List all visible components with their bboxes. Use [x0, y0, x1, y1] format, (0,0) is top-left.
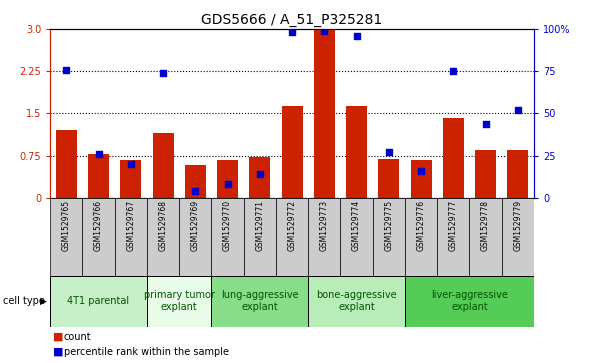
Text: lung-aggressive
explant: lung-aggressive explant	[221, 290, 299, 313]
Text: ▶: ▶	[40, 297, 47, 306]
Text: percentile rank within the sample: percentile rank within the sample	[64, 347, 229, 357]
Text: GSM1529772: GSM1529772	[287, 200, 297, 251]
Point	[384, 149, 394, 155]
Bar	[185, 165, 206, 198]
FancyBboxPatch shape	[50, 276, 534, 327]
FancyBboxPatch shape	[147, 198, 179, 276]
Bar	[281, 106, 303, 198]
Point	[513, 107, 523, 113]
FancyBboxPatch shape	[470, 198, 502, 276]
Title: GDS5666 / A_51_P325281: GDS5666 / A_51_P325281	[201, 13, 383, 26]
Point	[320, 28, 329, 34]
FancyBboxPatch shape	[405, 198, 437, 276]
FancyBboxPatch shape	[114, 198, 147, 276]
Text: GSM1529776: GSM1529776	[417, 200, 425, 251]
FancyBboxPatch shape	[211, 198, 244, 276]
Text: GSM1529774: GSM1529774	[352, 200, 361, 251]
Text: cell type: cell type	[3, 296, 45, 306]
Bar	[346, 106, 367, 198]
Point	[481, 121, 490, 126]
Text: bone-aggressive
explant: bone-aggressive explant	[316, 290, 397, 313]
FancyBboxPatch shape	[50, 198, 83, 276]
Text: GSM1529768: GSM1529768	[159, 200, 168, 251]
Text: GSM1529771: GSM1529771	[255, 200, 264, 251]
FancyBboxPatch shape	[502, 198, 534, 276]
FancyBboxPatch shape	[211, 276, 308, 327]
Point	[94, 151, 103, 157]
Point	[417, 168, 426, 174]
Bar	[56, 130, 77, 198]
Text: liver-aggressive
explant: liver-aggressive explant	[431, 290, 508, 313]
FancyBboxPatch shape	[308, 276, 405, 327]
FancyBboxPatch shape	[50, 276, 147, 327]
Text: GSM1529773: GSM1529773	[320, 200, 329, 251]
FancyBboxPatch shape	[83, 198, 114, 276]
FancyBboxPatch shape	[308, 198, 340, 276]
Text: GSM1529778: GSM1529778	[481, 200, 490, 251]
Text: ■: ■	[53, 332, 64, 342]
Bar	[217, 160, 238, 198]
Text: GSM1529769: GSM1529769	[191, 200, 200, 251]
Point	[448, 68, 458, 74]
Bar	[475, 150, 496, 198]
Point	[158, 70, 168, 76]
Bar	[443, 118, 464, 198]
FancyBboxPatch shape	[373, 198, 405, 276]
Bar	[411, 160, 431, 198]
Point	[223, 182, 232, 187]
Bar	[378, 159, 399, 198]
Point	[255, 171, 264, 177]
Text: 4T1 parental: 4T1 parental	[67, 296, 130, 306]
Point	[352, 33, 361, 39]
Text: GSM1529777: GSM1529777	[449, 200, 458, 251]
Text: count: count	[64, 332, 91, 342]
FancyBboxPatch shape	[405, 276, 534, 327]
Text: GSM1529767: GSM1529767	[126, 200, 135, 251]
Text: ■: ■	[53, 347, 64, 357]
Point	[61, 67, 71, 73]
FancyBboxPatch shape	[147, 276, 211, 327]
Point	[287, 29, 297, 35]
Point	[191, 188, 200, 194]
Text: GSM1529779: GSM1529779	[513, 200, 522, 251]
Text: GSM1529770: GSM1529770	[223, 200, 232, 251]
Bar	[250, 157, 270, 198]
Text: GSM1529765: GSM1529765	[62, 200, 71, 251]
FancyBboxPatch shape	[437, 198, 470, 276]
Bar	[507, 150, 528, 198]
FancyBboxPatch shape	[276, 198, 308, 276]
FancyBboxPatch shape	[340, 198, 373, 276]
Text: primary tumor
explant: primary tumor explant	[144, 290, 215, 313]
Bar	[88, 154, 109, 198]
FancyBboxPatch shape	[244, 198, 276, 276]
FancyBboxPatch shape	[179, 198, 211, 276]
Text: GSM1529766: GSM1529766	[94, 200, 103, 251]
Bar	[120, 160, 141, 198]
Bar	[314, 29, 335, 198]
Text: GSM1529775: GSM1529775	[384, 200, 394, 251]
Bar	[153, 133, 173, 198]
Point	[126, 161, 136, 167]
